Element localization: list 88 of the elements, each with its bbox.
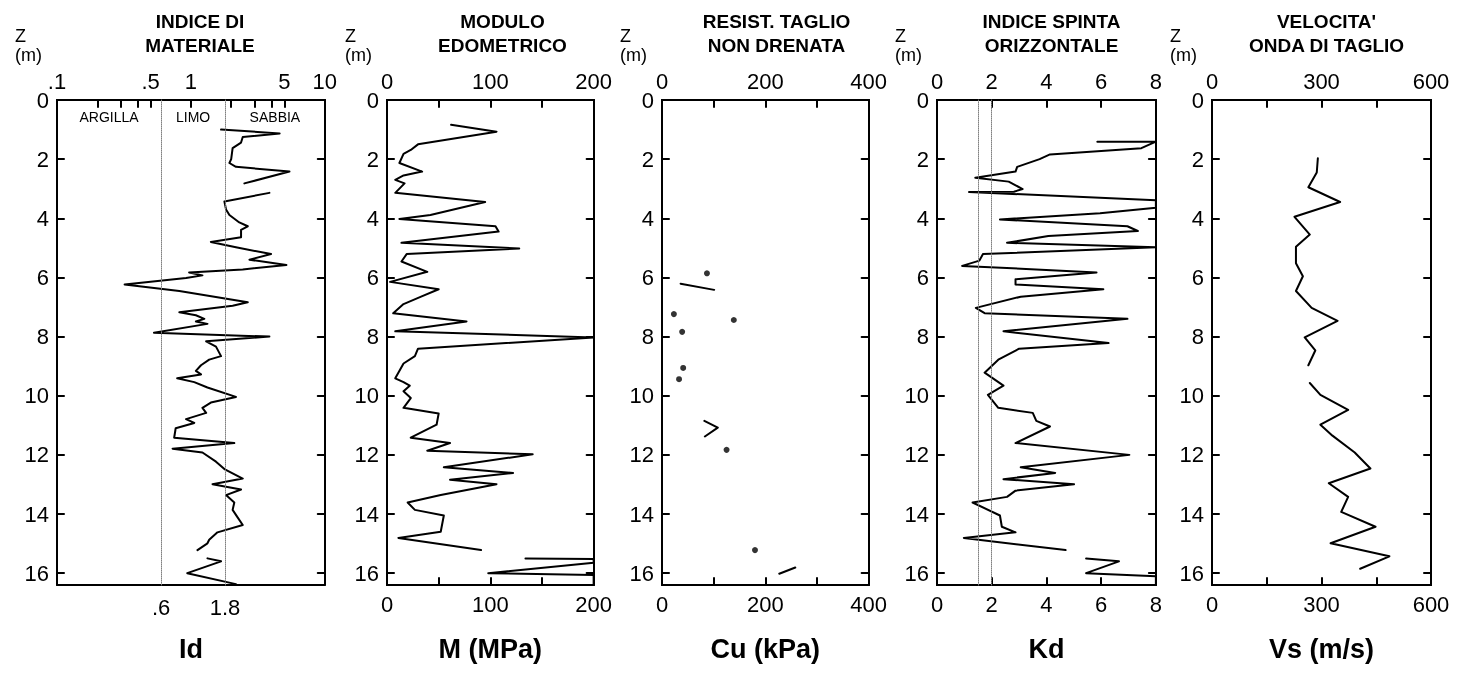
y-tick-label: 4 [366, 205, 379, 231]
y-tick-label: 12 [354, 442, 379, 468]
y-axis-title: Z (m) [1170, 25, 1197, 65]
y-tick-label: 14 [24, 501, 49, 527]
y-tick-label: 12 [904, 442, 929, 468]
point [680, 364, 687, 371]
point [676, 376, 683, 383]
y-tick-label: 16 [629, 560, 654, 586]
x-axis-title: M (MPa) [438, 633, 543, 664]
chart-title: RESIST. TAGLIO NON DRENATA [702, 10, 851, 56]
x-tick-label: 100 [471, 591, 509, 617]
y-tick-label: 2 [916, 146, 929, 172]
point [752, 547, 758, 554]
y-axis-title: Z (m) [895, 25, 922, 65]
x-tick-label: 10 [312, 68, 338, 94]
y-tick-label: 10 [1179, 383, 1204, 409]
y-tick-label: 14 [904, 501, 929, 527]
y-tick-label: 2 [36, 146, 49, 172]
y-tick-label: 4 [1191, 205, 1204, 231]
x-tick-label: .1 [47, 68, 67, 94]
x-tick-label: 1 [184, 68, 198, 94]
y-tick-label: 10 [629, 383, 654, 409]
point [730, 317, 737, 324]
x-axis-title: Kd [1028, 633, 1065, 664]
y-tick-label: 6 [366, 264, 379, 290]
y-tick-label: 0 [916, 87, 929, 113]
y-tick-label: 0 [366, 87, 379, 113]
x-tick-label: 200 [746, 591, 784, 617]
point [670, 311, 677, 318]
y-tick-label: 2 [641, 146, 654, 172]
y-tick-label: 12 [24, 442, 49, 468]
y-axis-title: Z (m) [15, 25, 42, 65]
x-axis-title: Vs (m/s) [1268, 633, 1375, 664]
annotation: LIMO [176, 109, 211, 125]
x-tick-label: 400 [850, 591, 888, 617]
y-tick-label: 6 [641, 264, 654, 290]
y-tick-label: 16 [1179, 560, 1204, 586]
chart-title: INDICE SPINTA ORIZZONTALE [982, 10, 1121, 56]
y-tick-label: 14 [629, 501, 654, 527]
y-tick-label: 14 [354, 501, 379, 527]
y-tick-label: 0 [641, 87, 654, 113]
y-tick-label: 16 [24, 560, 49, 586]
y-tick-label: 8 [641, 324, 654, 350]
y-tick-label: 2 [366, 146, 379, 172]
y-tick-label: 12 [629, 442, 654, 468]
x-tick-label: 5 [278, 68, 291, 94]
x-tick-label: 4 [1040, 591, 1053, 617]
y-tick-label: 0 [36, 87, 49, 113]
chart-title: VELOCITA' ONDA DI TAGLIO [1248, 10, 1405, 56]
x-tick-label: 6 [1095, 591, 1108, 617]
chart-title: MODULO EDOMETRICO [438, 10, 567, 56]
annotation: ARGILLA [79, 109, 140, 125]
annotation: SABBIA [249, 109, 301, 125]
x-tick-label: 600 [1412, 591, 1450, 617]
y-tick-label: 6 [916, 264, 929, 290]
ref-line-label: .6 [152, 594, 171, 620]
point [723, 446, 730, 453]
y-axis-title: Z (m) [345, 25, 372, 65]
point [703, 270, 710, 277]
y-tick-label: 8 [36, 324, 49, 350]
chart-title: INDICE DI MATERIALE [145, 10, 255, 56]
ref-line-label: 1.8 [209, 594, 241, 620]
y-tick-label: 4 [641, 205, 654, 231]
x-tick-label: 8 [1149, 591, 1163, 617]
y-tick-label: 6 [36, 264, 49, 290]
y-tick-label: 16 [354, 560, 379, 586]
y-tick-label: 4 [36, 205, 49, 231]
y-tick-label: 10 [354, 383, 379, 409]
y-tick-label: 10 [904, 383, 929, 409]
y-tick-label: 12 [1179, 442, 1204, 468]
y-tick-label: 2 [1191, 146, 1204, 172]
x-axis-title: Id [178, 633, 203, 664]
y-axis-title: Z (m) [620, 25, 647, 65]
point [679, 328, 686, 335]
y-tick-label: 0 [1191, 87, 1204, 113]
y-tick-label: 8 [916, 324, 929, 350]
y-tick-label: 14 [1179, 501, 1204, 527]
x-tick-label: 200 [575, 591, 613, 617]
x-axis-title: Cu (kPa) [710, 633, 821, 664]
y-tick-label: 6 [1191, 264, 1204, 290]
y-tick-label: 8 [1191, 324, 1204, 350]
y-tick-label: 4 [916, 205, 929, 231]
y-tick-label: 16 [904, 560, 929, 586]
x-tick-label: .5 [141, 68, 160, 94]
y-tick-label: 10 [24, 383, 49, 409]
x-tick-label: 2 [985, 591, 998, 617]
y-tick-label: 8 [366, 324, 379, 350]
x-tick-label: 300 [1303, 591, 1340, 617]
